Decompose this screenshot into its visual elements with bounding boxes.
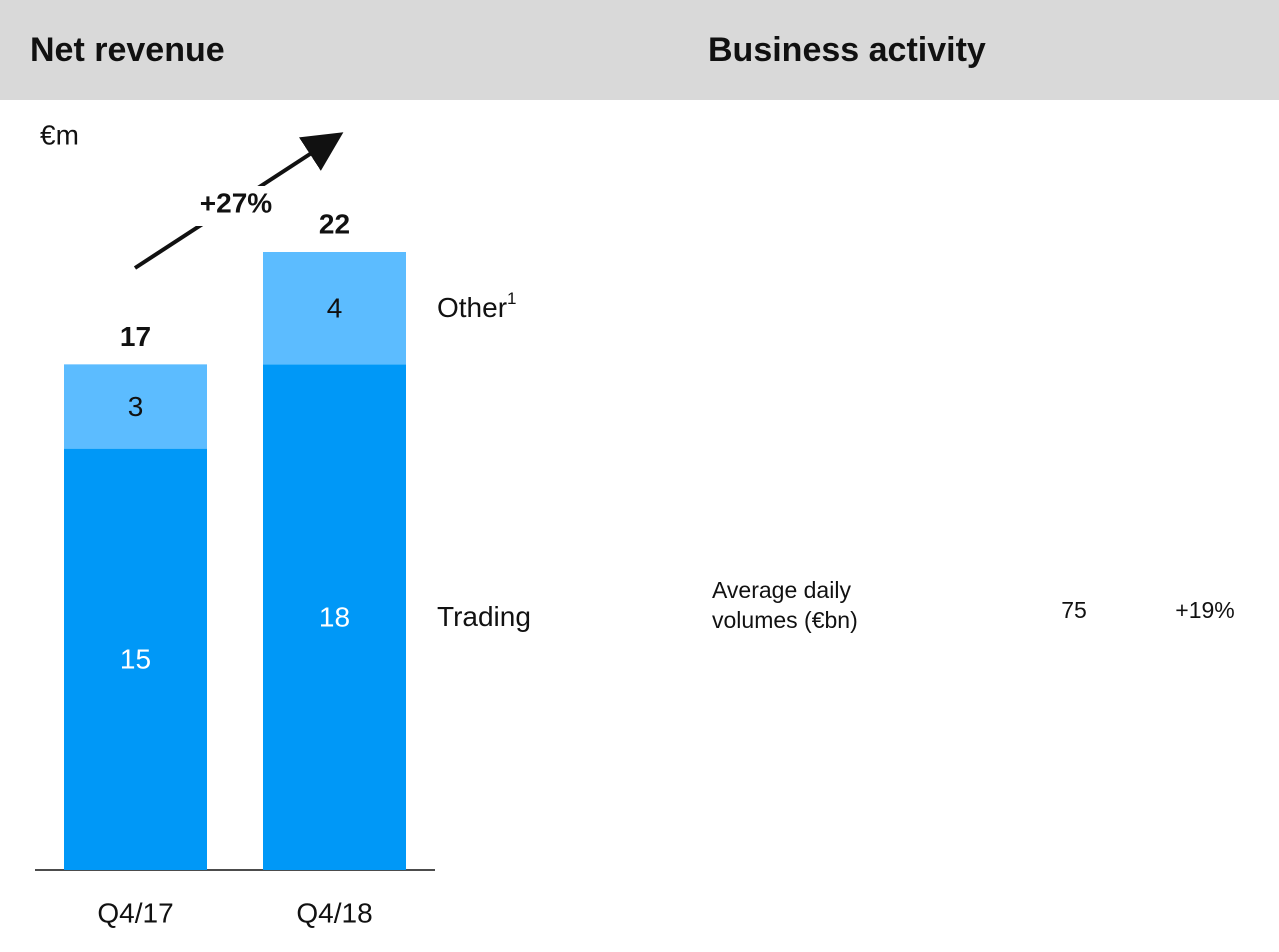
annotation: +27% — [200, 187, 272, 218]
chart-title: Net revenue — [30, 31, 225, 69]
x-tick-label: Q4/17 — [97, 897, 173, 928]
value-label: 15 — [120, 644, 151, 675]
metric-label: Average daily volumes (€bn) — [712, 577, 858, 633]
series-name: Other — [437, 293, 507, 324]
header-band — [0, 0, 1279, 100]
unit-label: €m — [40, 119, 79, 150]
metric-value: 75 — [1061, 597, 1087, 623]
total-label: 22 — [319, 208, 350, 239]
series-label: Other1 — [437, 290, 517, 324]
bar-segment — [263, 364, 406, 870]
series-label: Trading — [437, 602, 531, 633]
bar-segment — [64, 448, 207, 870]
series-name: Trading — [437, 602, 531, 633]
metric-change: +19% — [1175, 597, 1234, 623]
bar-segment — [263, 252, 406, 365]
value-label: 18 — [319, 602, 350, 633]
section-title: Business activity — [708, 31, 986, 69]
footnote-marker: 1 — [507, 290, 516, 309]
total-label: 17 — [120, 321, 151, 352]
annotation-bg — [180, 186, 290, 226]
x-tick-label: Q4/18 — [296, 897, 372, 928]
value-label: 4 — [327, 293, 343, 324]
value-label: 3 — [128, 391, 144, 422]
bar-segment — [64, 364, 207, 449]
